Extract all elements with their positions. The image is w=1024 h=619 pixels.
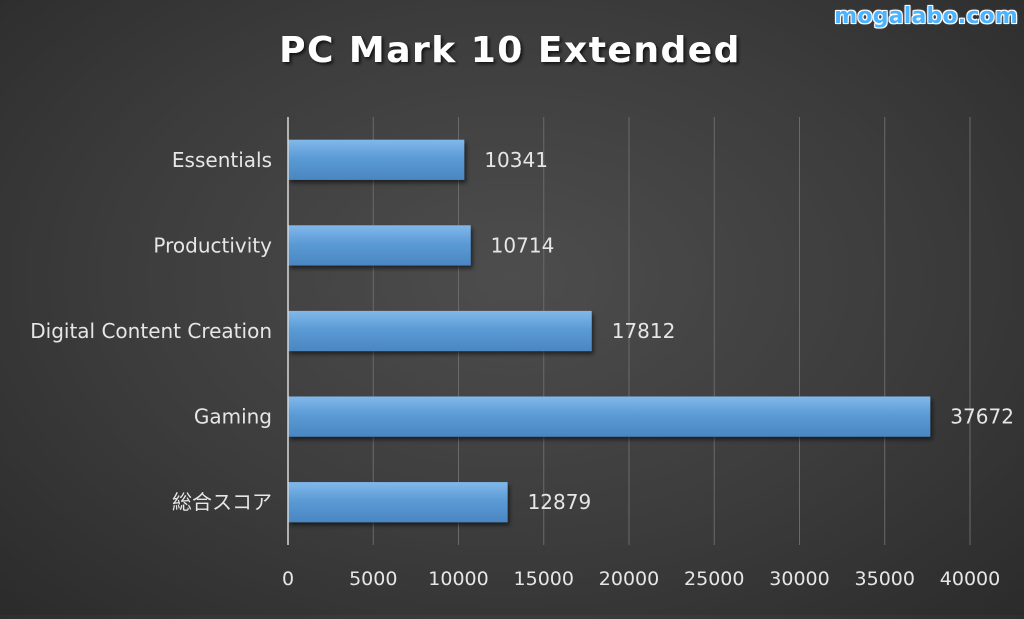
x-tick-label: 20000 xyxy=(599,568,659,590)
bar xyxy=(288,139,465,180)
category-label: Digital Content Creation xyxy=(30,319,272,343)
chart-title: PC Mark 10 Extended xyxy=(279,30,741,71)
bar xyxy=(288,225,471,266)
category-label: Gaming xyxy=(194,405,272,429)
x-tick-label: 15000 xyxy=(514,568,574,590)
x-tick-label: 10000 xyxy=(428,568,488,590)
x-tick-label: 25000 xyxy=(684,568,744,590)
x-tick-label: 40000 xyxy=(940,568,1000,590)
x-tick-label: 5000 xyxy=(349,568,397,590)
watermark-logo: mogalabo.com xyxy=(834,4,1018,29)
category-label: 総合スコア xyxy=(172,490,272,514)
x-tick-label: 35000 xyxy=(855,568,915,590)
data-label: 17812 xyxy=(612,319,676,343)
bar xyxy=(288,310,592,352)
bars xyxy=(288,139,931,523)
data-label: 10341 xyxy=(484,148,548,172)
data-label: 12879 xyxy=(528,490,592,514)
x-tick-label: 0 xyxy=(282,568,294,590)
x-tick-label: 30000 xyxy=(769,568,829,590)
bar xyxy=(288,482,508,523)
axes: 0 5000 10000 15000 20000 25000 30000 35000 40000… xyxy=(30,117,1014,590)
category-label: Productivity xyxy=(153,233,272,257)
data-label: 37672 xyxy=(950,405,1014,429)
bar xyxy=(288,396,931,437)
category-label: Essentials xyxy=(172,148,272,172)
data-label: 10714 xyxy=(491,233,555,257)
